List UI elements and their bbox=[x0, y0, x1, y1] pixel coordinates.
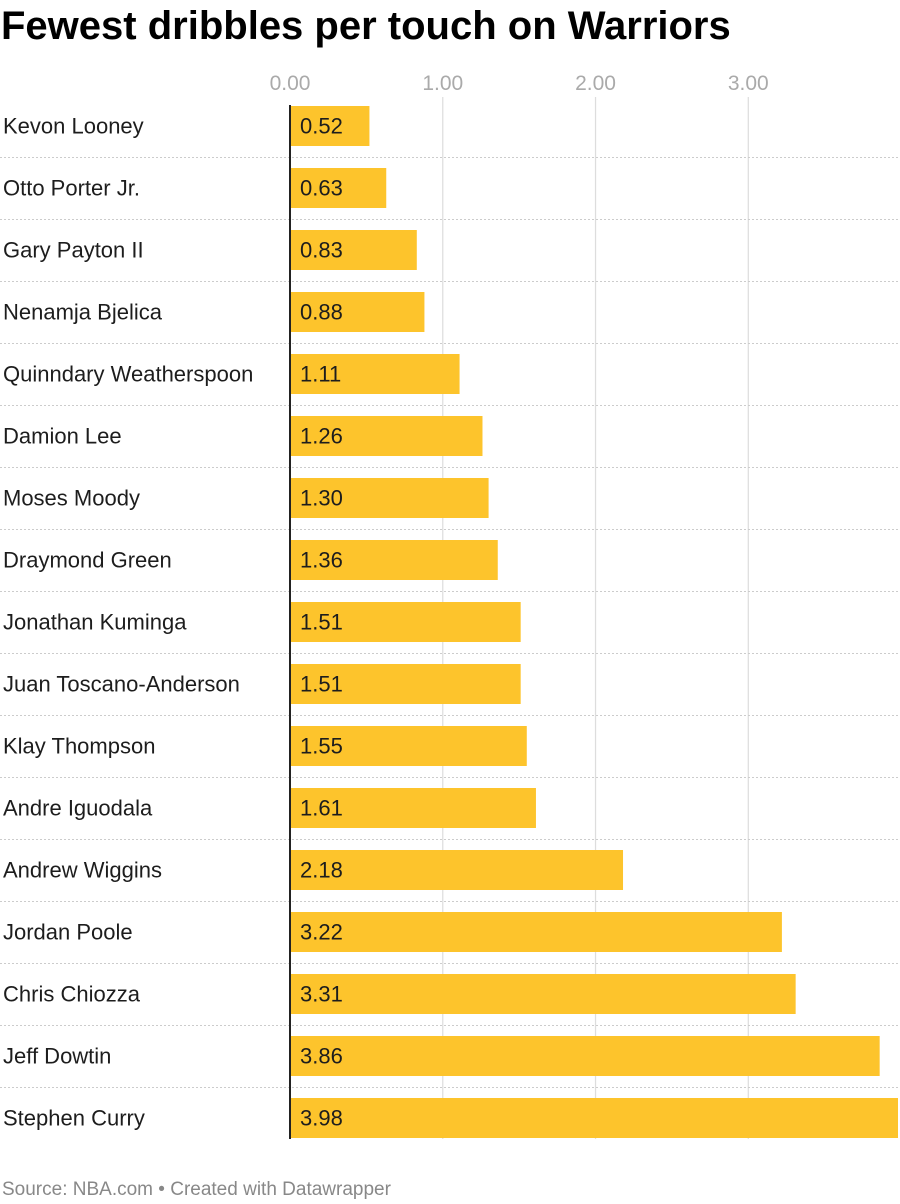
category-label: Klay Thompson bbox=[3, 734, 155, 759]
category-label: Nenamja Bjelica bbox=[3, 300, 163, 325]
value-label: 0.88 bbox=[300, 300, 343, 325]
category-label: Kevon Looney bbox=[3, 114, 144, 139]
x-axis-ticks: 0.00 1.00 2.00 3.00 bbox=[270, 72, 769, 95]
value-label: 2.18 bbox=[300, 858, 343, 883]
value-label: 1.61 bbox=[300, 796, 343, 821]
bar bbox=[290, 106, 370, 146]
value-label: 1.26 bbox=[300, 424, 343, 449]
x-tick-label: 2.00 bbox=[575, 72, 616, 95]
bar bbox=[290, 726, 527, 766]
category-label: Quinndary Weatherspoon bbox=[3, 362, 253, 387]
category-label: Draymond Green bbox=[3, 548, 172, 573]
bar bbox=[290, 540, 498, 580]
value-label: 3.31 bbox=[300, 982, 343, 1007]
value-label: 3.98 bbox=[300, 1106, 343, 1131]
bar bbox=[290, 1098, 898, 1138]
value-label: 3.86 bbox=[300, 1044, 343, 1069]
category-label: Andrew Wiggins bbox=[3, 858, 162, 883]
category-label: Jeff Dowtin bbox=[3, 1044, 111, 1069]
chart-footer: Source: NBA.com • Created with Datawrapp… bbox=[2, 1178, 391, 1202]
bar bbox=[290, 912, 782, 952]
value-labels: 0.52 0.63 0.83 0.88 1.11 1.26 1.30 1.36 1.51 1.51… bbox=[300, 114, 343, 1131]
bar bbox=[290, 602, 521, 642]
category-label: Stephen Curry bbox=[3, 1106, 145, 1131]
category-label: Juan Toscano-Anderson bbox=[3, 672, 240, 697]
source-note: Source: NBA.com bbox=[2, 1179, 153, 1200]
category-label: Jordan Poole bbox=[3, 920, 133, 945]
bar bbox=[290, 292, 425, 332]
category-label: Damion Lee bbox=[3, 424, 122, 449]
category-labels: Kevon Looney Otto Porter Jr. Gary Payton I… bbox=[3, 114, 253, 1131]
bar bbox=[290, 974, 796, 1014]
footer-separator: • bbox=[153, 1179, 171, 1200]
bar bbox=[290, 664, 521, 704]
bar bbox=[290, 168, 387, 208]
value-label: 1.51 bbox=[300, 672, 343, 697]
value-label: 0.52 bbox=[300, 114, 343, 139]
chart-title: Fewest dribbles per touch on Warriors bbox=[1, 4, 731, 48]
value-label: 0.83 bbox=[300, 238, 343, 263]
category-label: Jonathan Kuminga bbox=[3, 610, 187, 635]
bar bbox=[290, 788, 536, 828]
value-label: 1.55 bbox=[300, 734, 343, 759]
value-label: 1.11 bbox=[300, 362, 341, 387]
x-tick-label: 0.00 bbox=[270, 72, 311, 95]
row-separators bbox=[0, 157, 898, 1088]
bar bbox=[290, 1036, 880, 1076]
datawrapper-credit: Created with Datawrapper bbox=[170, 1179, 391, 1200]
category-label: Andre Iguodala bbox=[3, 796, 153, 821]
value-label: 1.36 bbox=[300, 548, 343, 573]
x-tick-label: 3.00 bbox=[728, 72, 769, 95]
bar bbox=[290, 478, 489, 518]
category-label: Otto Porter Jr. bbox=[3, 176, 140, 201]
value-label: 1.30 bbox=[300, 486, 343, 511]
category-label: Moses Moody bbox=[3, 486, 140, 511]
category-label: Gary Payton II bbox=[3, 238, 144, 263]
value-label: 0.63 bbox=[300, 176, 343, 201]
bar bbox=[290, 850, 624, 890]
value-label: 3.22 bbox=[300, 920, 343, 945]
bar bbox=[290, 416, 483, 456]
bar bbox=[290, 354, 460, 394]
category-label: Chris Chiozza bbox=[3, 982, 141, 1007]
bar-chart: 0.00 1.00 2.00 3.00 Kevon Looney Otto Porter… bbox=[0, 72, 898, 1139]
bar bbox=[290, 230, 417, 270]
value-label: 1.51 bbox=[300, 610, 343, 635]
bars bbox=[290, 106, 898, 1138]
x-tick-label: 1.00 bbox=[422, 72, 463, 95]
